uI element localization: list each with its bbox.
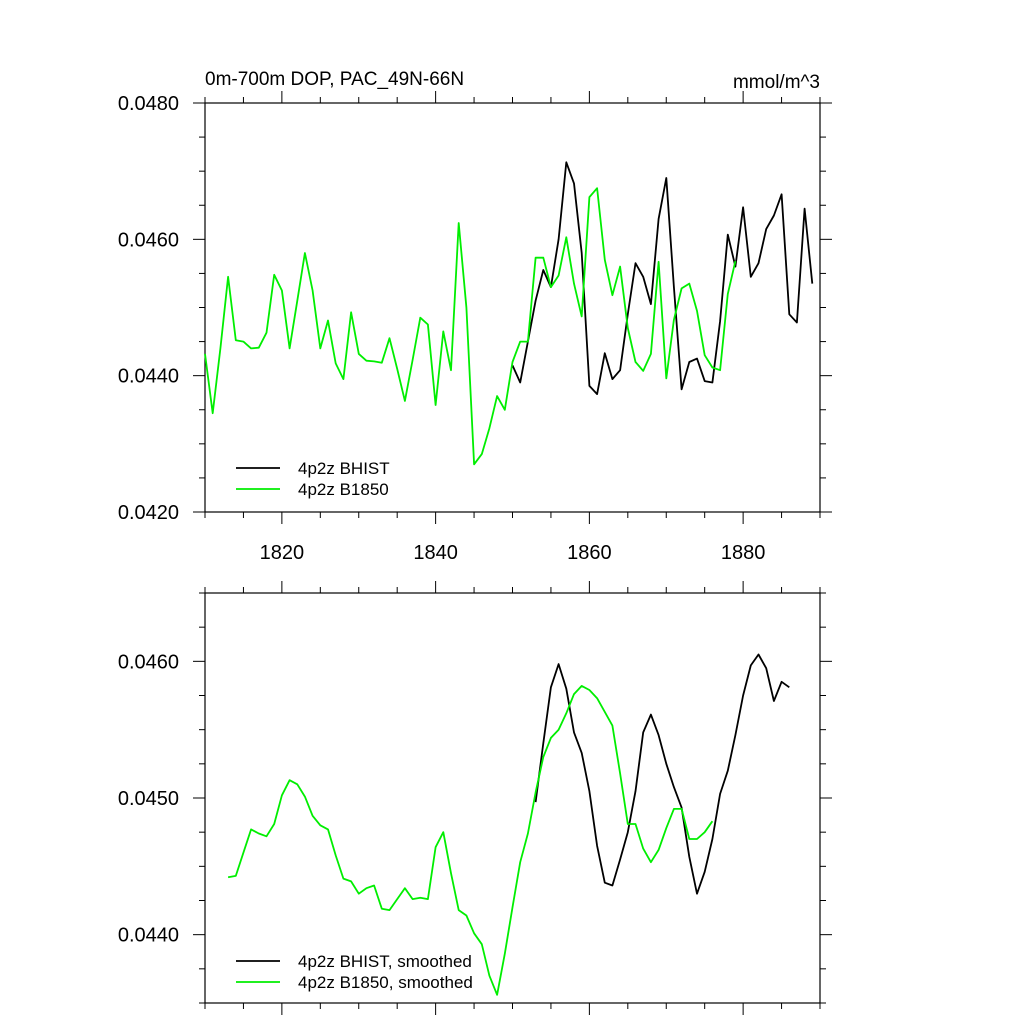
x-tick-label: 1880	[721, 542, 766, 564]
x-tick-label: 1860	[567, 542, 612, 564]
x-tick-label: 1840	[413, 542, 458, 564]
y-tick-label: 0.0440	[118, 925, 179, 947]
series-line-2	[204, 187, 737, 466]
legend-label-2: 4p2z B1850	[298, 480, 389, 499]
y-tick-label: 0.0460	[118, 651, 179, 673]
series-line-1	[534, 653, 790, 895]
series-line-1	[511, 161, 814, 396]
legend-label-2: 4p2z B1850, smoothed	[298, 973, 473, 992]
y-tick-label: 0.0440	[118, 366, 179, 388]
chart-bottom-panel: 0.0440 0.0450 0.0460 4p2z BHIST, smoothed 4p…	[118, 581, 832, 1015]
y-tick-label: 0.0480	[118, 93, 179, 115]
x-tick-label: 1820	[260, 542, 305, 564]
y-tick-label: 0.0450	[118, 788, 179, 810]
units-label: mmol/m^3	[733, 72, 820, 93]
series-line-2	[227, 685, 714, 996]
plot-frame	[204, 592, 821, 1004]
plot-frame	[204, 102, 821, 513]
chart-top-panel: 0.0420 0.0440 0.0460 0.0480 1820 1840 1860 1880…	[118, 69, 832, 564]
y-tick-label: 0.0420	[118, 502, 179, 524]
legend-label-1: 4p2z BHIST	[298, 459, 390, 478]
legend-label-1: 4p2z BHIST, smoothed	[298, 952, 472, 971]
chart-title: 0m-700m DOP, PAC_49N-66N	[205, 69, 464, 90]
y-tick-label: 0.0460	[118, 229, 179, 251]
